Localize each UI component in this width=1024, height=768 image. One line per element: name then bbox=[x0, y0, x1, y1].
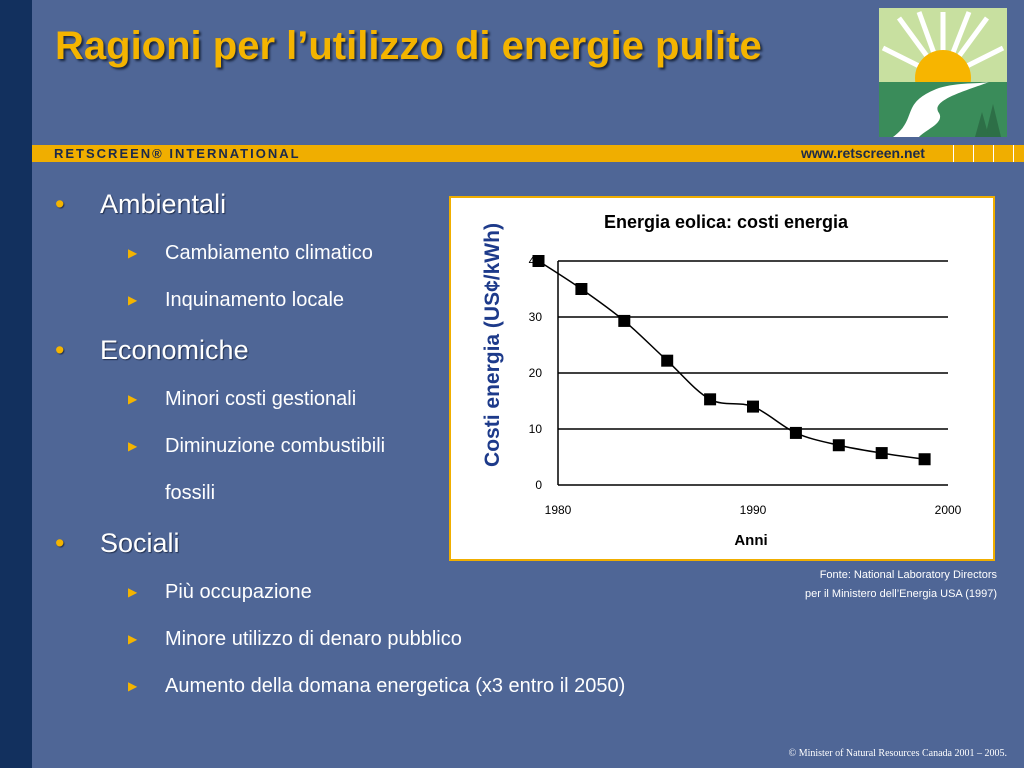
y-tick-label: 10 bbox=[529, 422, 543, 436]
data-point-marker bbox=[875, 447, 888, 460]
banner-divider bbox=[1013, 145, 1014, 162]
sub-bullet-label: Cambiamento climatico bbox=[165, 242, 373, 264]
chart-panel: Energia eolica: costi energia Costi ener… bbox=[449, 196, 995, 561]
sub-bullet-continuation: fossili bbox=[55, 470, 455, 517]
data-point-marker bbox=[575, 283, 588, 295]
slide-title: Ragioni per l’utilizzo di energie pulite bbox=[55, 24, 762, 68]
retscreen-banner: RETSCREEN® INTERNATIONAL www.retscreen.n… bbox=[32, 145, 1024, 162]
data-point-marker bbox=[832, 439, 845, 452]
sub-bullet-label: Diminuzione combustibili bbox=[165, 435, 386, 457]
banner-divider bbox=[993, 145, 994, 162]
data-point-marker bbox=[789, 426, 802, 439]
brand-label: RETSCREEN® INTERNATIONAL bbox=[54, 146, 301, 161]
data-point-marker bbox=[704, 393, 717, 406]
data-point-marker bbox=[918, 453, 931, 466]
chart-plot: 010203040198019902000 bbox=[529, 254, 962, 517]
left-edge-strip bbox=[0, 0, 32, 768]
banner-divider bbox=[973, 145, 974, 162]
sub-bullet-item: ▶ Minore utilizzo di denaro pubblico bbox=[55, 616, 462, 663]
y-tick-label: 0 bbox=[535, 478, 542, 492]
sub-bullet-label: Inquinamento locale bbox=[165, 289, 345, 311]
y-tick-label: 20 bbox=[529, 366, 543, 380]
website-label: www.retscreen.net bbox=[801, 145, 925, 161]
x-tick-label: 1980 bbox=[545, 503, 572, 517]
arrow-right-icon: ▶ bbox=[128, 293, 138, 307]
sub-bullet-label: Aumento della domana energetica (x3 entr… bbox=[165, 675, 626, 697]
sub-bullet-label: fossili bbox=[165, 482, 216, 504]
source-line: Fonte: National Laboratory Directors bbox=[819, 569, 997, 581]
sub-bullet-item: ▶ Più occupazione bbox=[55, 569, 455, 616]
bullet-dot-icon: • bbox=[55, 189, 65, 219]
data-point-marker bbox=[661, 354, 674, 367]
bullet-label: Sociali bbox=[100, 528, 180, 558]
data-point-marker bbox=[618, 314, 631, 327]
x-axis-label: Anni bbox=[734, 532, 768, 549]
bullet-dot-icon: • bbox=[55, 528, 65, 558]
series-line bbox=[538, 260, 925, 460]
arrow-right-icon: ▶ bbox=[128, 392, 138, 406]
copyright-note: © Minister of Natural Resources Canada 2… bbox=[788, 748, 1007, 759]
sub-bullet-label: Più occupazione bbox=[165, 581, 312, 603]
arrow-right-icon: ▶ bbox=[128, 585, 138, 599]
bullet-list: • Ambientali ▶ Cambiamento climatico ▶ I… bbox=[55, 178, 625, 710]
sub-bullet-item: ▶ Minori costi gestionali bbox=[55, 376, 455, 423]
chart-title: Energia eolica: costi energia bbox=[603, 212, 849, 232]
data-point-marker bbox=[747, 400, 759, 413]
bullet-label: Economiche bbox=[100, 335, 249, 365]
x-tick-label: 1990 bbox=[740, 503, 767, 517]
sub-bullet-item: ▶ Cambiamento climatico bbox=[55, 230, 455, 277]
data-point-marker bbox=[532, 255, 545, 267]
sub-bullet-label: Minori costi gestionali bbox=[165, 388, 357, 410]
arrow-right-icon: ▶ bbox=[128, 632, 138, 646]
sun-river-landscape-icon bbox=[879, 8, 1007, 137]
arrow-right-icon: ▶ bbox=[128, 439, 138, 453]
bullet-item: • Sociali bbox=[55, 517, 455, 569]
bullet-item: • Economiche bbox=[55, 324, 455, 376]
bullet-label: Ambientali bbox=[100, 189, 227, 219]
bullet-item: • Ambientali bbox=[55, 178, 455, 230]
x-tick-label: 2000 bbox=[935, 503, 962, 517]
source-note: Fonte: National Laboratory Directors per… bbox=[700, 566, 997, 604]
arrow-right-icon: ▶ bbox=[128, 679, 138, 693]
sub-bullet-item: ▶ Diminuzione combustibili bbox=[55, 423, 455, 470]
sub-bullet-item: ▶ Inquinamento locale bbox=[55, 277, 455, 324]
source-line: per il Ministero dell’Energia USA (1997) bbox=[805, 588, 997, 600]
y-tick-label: 30 bbox=[529, 310, 543, 324]
sub-bullet-item: ▶ Aumento della domana energetica (x3 en… bbox=[55, 663, 625, 710]
arrow-right-icon: ▶ bbox=[128, 246, 138, 260]
bullet-dot-icon: • bbox=[55, 335, 65, 365]
sub-bullet-label: Minore utilizzo di denaro pubblico bbox=[165, 628, 462, 650]
banner-divider bbox=[953, 145, 954, 162]
